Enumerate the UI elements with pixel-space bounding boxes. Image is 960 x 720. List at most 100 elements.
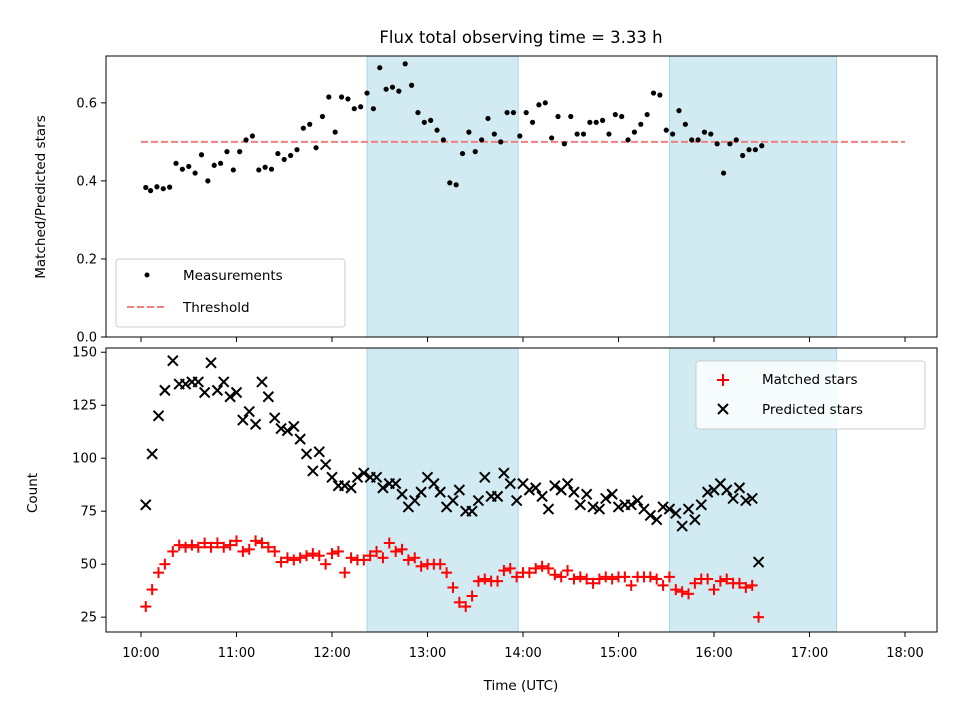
x-tick-label: 13:00	[409, 646, 446, 661]
predicted-star-point	[167, 355, 179, 367]
measurement-point	[345, 96, 351, 102]
predicted-star-point	[351, 471, 364, 483]
predicted-star-point	[689, 513, 701, 526]
measurement-point	[402, 61, 408, 67]
x-axis-label: Time (UTC)	[483, 678, 559, 694]
matched-star-point	[753, 611, 765, 623]
matched-star-point	[740, 581, 752, 593]
measurement-point	[740, 152, 746, 159]
measurement-point	[154, 184, 160, 190]
matched-star-point	[364, 550, 376, 562]
predicted-star-point	[288, 420, 300, 433]
predicted-star-point	[211, 384, 224, 397]
matched-star-point	[167, 545, 179, 557]
matched-star-point	[186, 539, 198, 551]
predicted-star-point	[268, 412, 281, 424]
predicted-star-point	[600, 492, 612, 505]
matched-star-point	[396, 543, 408, 555]
bottom-y-tick-label: 100	[72, 452, 97, 467]
measurement-point	[396, 88, 402, 94]
measurement-point	[485, 115, 491, 122]
measurement-point	[682, 121, 688, 127]
matched-star-point	[542, 562, 554, 574]
measurement-point	[300, 125, 306, 131]
top-legend: Measurements Threshold	[115, 258, 346, 328]
matched-star-point	[434, 558, 446, 570]
top-panel: 0.0 0.2 0.4 0.6 Matched/Predicted stars Mea…	[33, 55, 938, 346]
top-x-ticks	[140, 337, 906, 342]
predicted-star-point	[262, 391, 275, 403]
matched-star-point	[530, 562, 542, 574]
matched-star-point	[714, 575, 726, 587]
measurement-point	[377, 65, 383, 71]
bottom-y-tick-label: 150	[72, 346, 97, 361]
measurement-point	[657, 92, 663, 98]
matched-star-point	[644, 571, 656, 583]
predicted-star-point	[243, 405, 255, 418]
measurement-point	[408, 82, 415, 88]
predicted-star-point	[574, 499, 587, 511]
top-y-tick-label: 0.6	[76, 96, 97, 111]
matched-star-point	[371, 545, 383, 557]
matched-star-point	[581, 573, 593, 585]
matched-star-point	[153, 567, 165, 579]
measurement-point	[198, 152, 205, 158]
predicted-star-point	[650, 513, 663, 526]
predicted-star-point	[727, 492, 739, 505]
matched-star-point	[453, 596, 465, 608]
predicted-star-point	[249, 418, 262, 431]
predicted-star-point	[504, 477, 516, 490]
predicted-star-point	[358, 467, 370, 479]
bottom-y-tick-label: 25	[80, 611, 97, 626]
matched-star-point	[180, 541, 192, 553]
matched-star-point	[447, 581, 459, 593]
matched-star-point	[523, 567, 535, 579]
measurement-point	[217, 160, 224, 166]
matched-star-point	[511, 571, 523, 583]
measurement-point	[599, 117, 606, 123]
measurement-point	[593, 119, 599, 125]
predicted-star-point	[549, 480, 561, 492]
matched-star-point	[250, 535, 262, 547]
measurement-point	[288, 152, 294, 159]
legend-measurements-marker	[144, 272, 150, 278]
predicted-star-point	[606, 488, 618, 500]
predicted-star-point	[389, 477, 402, 490]
measurement-point	[701, 129, 708, 135]
predicted-star-point	[281, 424, 294, 437]
predicted-star-point	[415, 486, 427, 498]
matched-star-point	[173, 539, 185, 551]
measurement-point	[638, 121, 644, 127]
matched-star-point	[288, 554, 300, 566]
bottom-predicted-points	[140, 355, 765, 568]
measurement-point	[555, 113, 561, 120]
matched-star-point	[721, 573, 733, 585]
measurement-point	[631, 129, 638, 135]
top-shaded-interval-1	[366, 55, 519, 338]
matched-star-point	[224, 539, 236, 551]
x-tick-label: 16:00	[695, 646, 732, 661]
measurement-point	[459, 150, 466, 157]
measurement-point	[568, 113, 574, 120]
x-tick-label: 11:00	[218, 646, 255, 661]
measurement-point	[243, 137, 249, 143]
matched-star-point	[479, 573, 491, 585]
measurement-point	[714, 141, 720, 147]
matched-star-point	[313, 550, 325, 562]
measurement-point	[173, 160, 179, 166]
matched-star-point	[670, 584, 682, 596]
measurement-point	[676, 108, 682, 114]
bottom-y-tick-label: 75	[80, 505, 97, 520]
measurement-point	[479, 137, 485, 143]
predicted-star-point	[752, 556, 765, 568]
predicted-star-point	[523, 484, 536, 496]
measurement-point	[727, 141, 733, 147]
predicted-star-point	[230, 386, 243, 399]
measurement-point	[389, 84, 396, 90]
bottom-y-ticks: 25 50 75 100 125 150	[72, 346, 106, 626]
matched-star-point	[702, 573, 714, 585]
measurement-point	[351, 106, 357, 112]
matched-star-point	[587, 577, 599, 589]
measurement-point	[466, 129, 472, 135]
matched-star-point	[625, 579, 637, 591]
